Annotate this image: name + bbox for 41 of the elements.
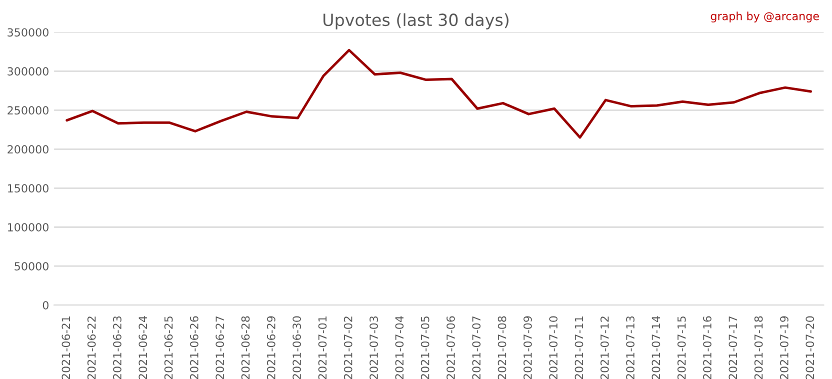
x-tick-label: 2021-06-26	[190, 316, 198, 379]
x-tick-label: 2021-07-04	[395, 316, 404, 379]
x-tick-label: 2021-07-08	[498, 316, 506, 379]
x-tick-label: 2021-07-07	[472, 316, 481, 379]
x-tick-label: 2021-06-22	[87, 316, 96, 379]
x-tick-label: 2021-06-27	[216, 316, 224, 379]
x-tick-label: 2021-07-05	[420, 316, 430, 379]
x-tick-label: 2021-07-16	[703, 316, 712, 379]
chart-title: Upvotes (last 30 days)	[324, 13, 508, 30]
y-tick-label: 200000	[8, 145, 48, 154]
y-tick-label: 0	[42, 301, 48, 310]
x-tick-label: 2021-06-23	[113, 316, 122, 379]
x-tick-label: 2021-07-09	[523, 316, 532, 379]
x-tick-label: 2021-06-24	[138, 316, 148, 379]
x-tick-label: 2021-07-01	[318, 316, 327, 379]
x-tick-label: 2021-06-28	[241, 316, 250, 379]
x-tick-label: 2021-07-03	[370, 316, 378, 379]
x-tick-label: 2021-07-17	[728, 316, 738, 379]
x-tick-label: 2021-07-14	[652, 316, 660, 379]
x-tick-label: 2021-07-11	[574, 316, 584, 379]
line-series	[66, 48, 812, 139]
x-tick-label: 2021-07-18	[754, 316, 763, 379]
x-tick-label: 2021-07-19	[780, 316, 788, 379]
x-tick-label: 2021-07-02	[344, 316, 352, 379]
x-tick-label: 2021-06-30	[292, 316, 302, 379]
x-tick-label: 2021-06-25	[164, 316, 173, 379]
y-tick-label: 350000	[8, 28, 48, 37]
x-tick-label: 2021-06-21	[62, 316, 70, 379]
x-tick-label: 2021-07-13	[626, 316, 635, 379]
x-tick-label: 2021-07-20	[806, 316, 814, 379]
y-tick-label: 150000	[8, 184, 48, 193]
x-tick-label: 2021-06-29	[266, 316, 276, 379]
y-tick-label: 250000	[8, 106, 48, 115]
x-tick-label: 2021-07-10	[549, 316, 558, 379]
text: graph by @arcange	[710, 12, 819, 22]
x-tick-label: 2021-07-06	[446, 316, 455, 379]
y-tick-label: 100000	[8, 223, 48, 232]
y-tick-label: 300000	[8, 67, 48, 76]
x-tick-label: 2021-07-15	[677, 316, 686, 379]
y-tick-label: 50000	[14, 262, 48, 270]
x-tick-label: 2021-07-12	[600, 316, 609, 379]
